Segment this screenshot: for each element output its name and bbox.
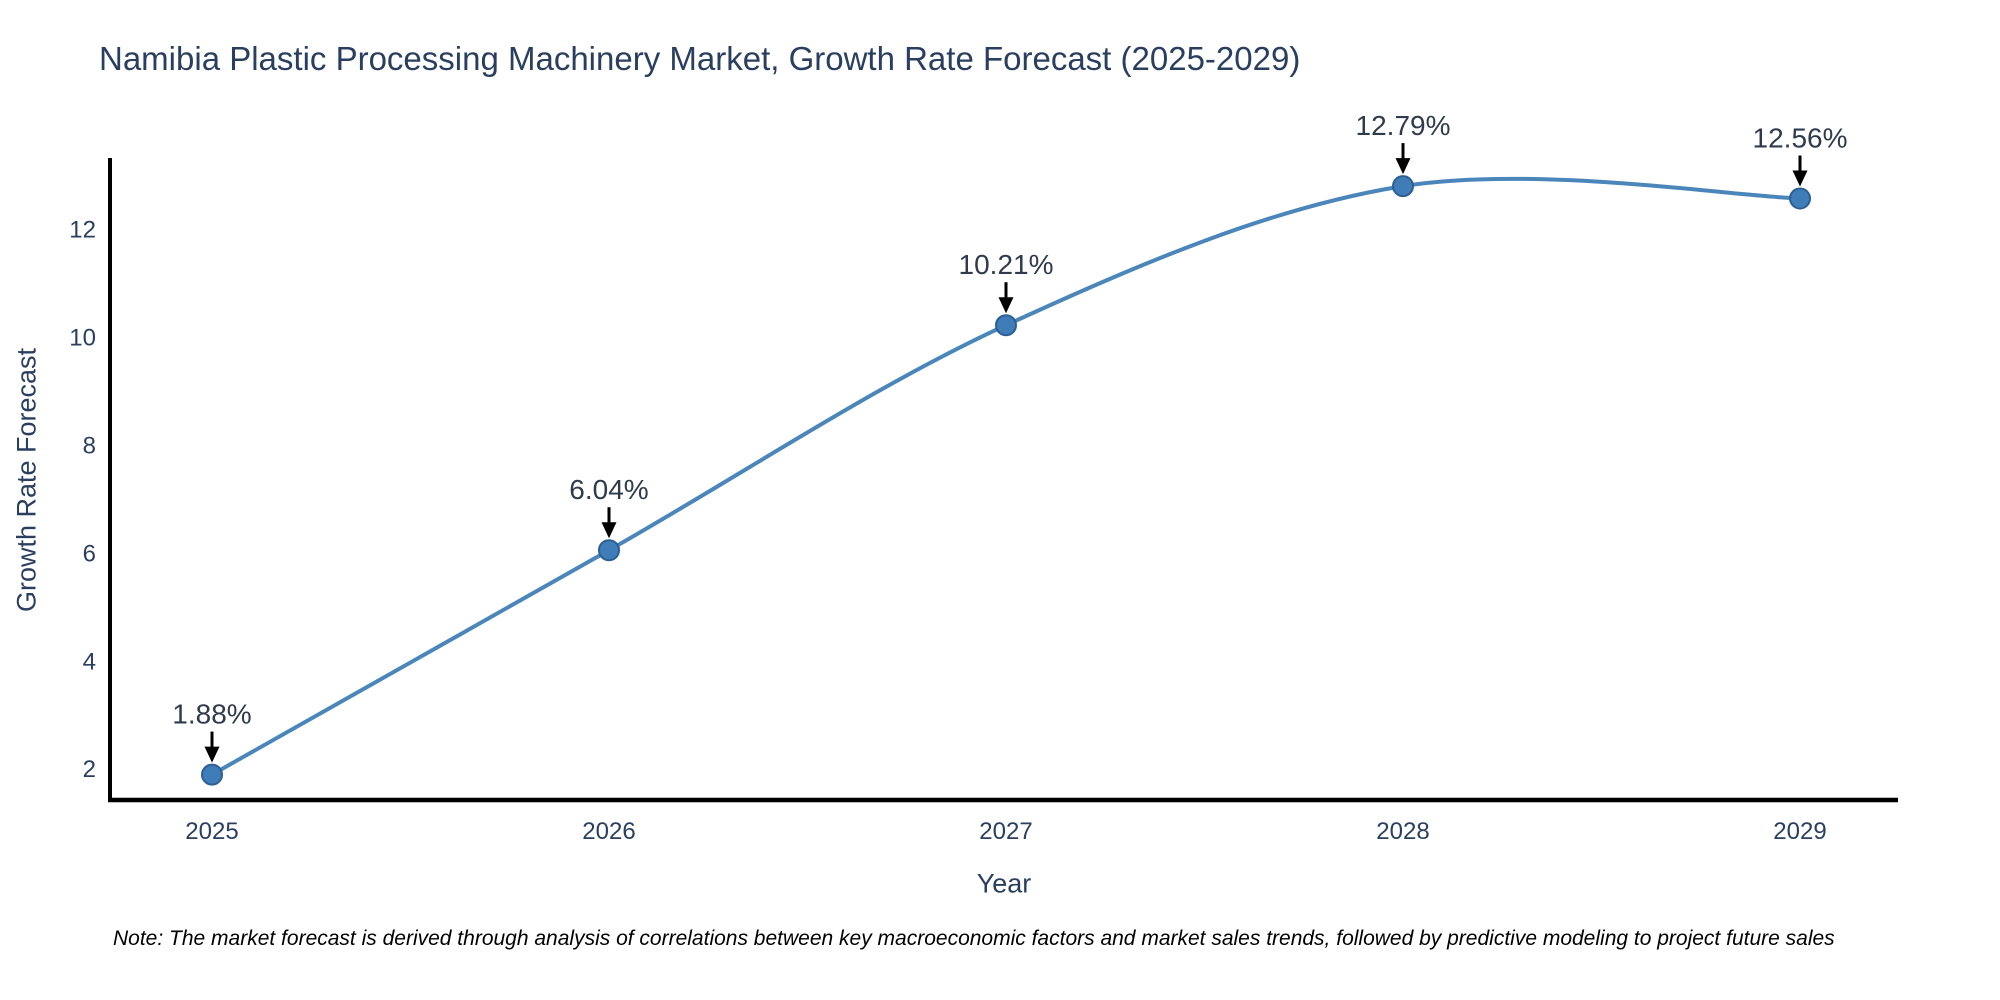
point-value-label: 10.21% [959, 249, 1054, 280]
x-tick-label: 2029 [1773, 818, 1826, 845]
annotation-arrowhead-icon [1792, 170, 1808, 187]
y-tick-label: 2 [83, 756, 96, 783]
y-tick-label: 6 [83, 540, 96, 567]
footnote: Note: The market forecast is derived thr… [113, 927, 1835, 950]
chart-title: Namibia Plastic Processing Machinery Mar… [99, 40, 1301, 77]
x-tick-label: 2028 [1376, 818, 1429, 845]
data-point-marker [995, 314, 1017, 337]
annotation-arrowhead-icon [1395, 158, 1411, 175]
data-point-marker [1789, 187, 1811, 210]
x-tick-label: 2027 [979, 818, 1032, 845]
annotation-arrowhead-icon [601, 522, 617, 539]
data-point-marker [1392, 175, 1414, 198]
x-tick-label: 2025 [185, 818, 238, 845]
data-point-marker [201, 763, 223, 786]
y-axis-title: Growth Rate Forecast [11, 347, 42, 613]
x-axis-title: Year [976, 868, 1032, 899]
annotation-arrowhead-icon [204, 746, 220, 763]
point-value-label: 6.04% [569, 474, 648, 505]
y-tick-label: 4 [83, 648, 96, 675]
point-value-label: 12.56% [1753, 123, 1848, 154]
y-tick-label: 10 [69, 325, 96, 352]
annotation-arrowhead-icon [998, 297, 1014, 314]
y-tick-label: 12 [69, 217, 96, 244]
point-value-label: 12.79% [1356, 110, 1451, 141]
point-value-label: 1.88% [172, 699, 251, 730]
data-point-marker [598, 539, 620, 562]
y-tick-label: 8 [83, 432, 96, 459]
x-tick-label: 2026 [582, 818, 635, 845]
